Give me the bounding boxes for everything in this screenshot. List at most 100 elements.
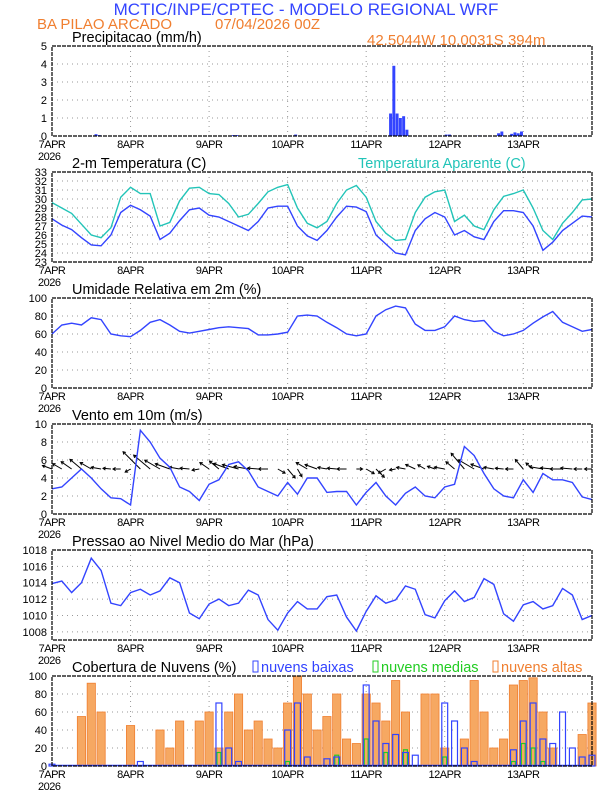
wind-arrow (396, 466, 406, 470)
panel-rh: Umidade Relativa em 2m (%) 0 20 40 60 80 100 7A… (29, 282, 593, 415)
y-tick-label: 1008 (23, 627, 47, 639)
wind-arrowhead (573, 467, 577, 471)
cloud-bar-high (489, 747, 499, 767)
wind-arrow (122, 451, 141, 470)
wind-arrowhead (450, 452, 455, 457)
x-tick-label: 10APR (271, 643, 304, 655)
cloud-bar-high (420, 693, 430, 767)
wind-arrowhead (246, 466, 251, 471)
wind-arrowhead (191, 467, 196, 472)
x-tick-label: 11APR (350, 139, 382, 151)
x-tick-label: 12APR (429, 391, 462, 403)
station-location: 42.5044W 10.0031S 394m (367, 32, 545, 49)
y-tick-label: 0 (41, 131, 47, 143)
wind-arrow (52, 463, 63, 470)
cloud-bar-low (451, 720, 459, 767)
legend-apparent-temperature: Temperatura Aparente (C) (358, 156, 526, 172)
y-tick-label: 33 (35, 167, 47, 179)
wind-arrowhead (122, 451, 127, 455)
wind-arrowhead (539, 466, 544, 471)
x-tick-label: 13APR (507, 265, 540, 277)
panel-pres: Pressao ao Nivel Medio do Mar (hPa) 1008 1… (23, 534, 593, 667)
wind-arrowhead (377, 470, 382, 474)
x-tick-label: 9APR (196, 391, 223, 403)
panel-title: Vento em 10m (m/s) (72, 408, 203, 424)
y-tick-label: 28 (35, 212, 47, 224)
wind-arrow (304, 464, 318, 470)
x-tick-label: 13APR (507, 391, 540, 403)
legend-swatch-icon (372, 660, 379, 673)
y-tick-label: 4 (41, 473, 47, 485)
wind-arrow (327, 467, 337, 470)
cloud-bar-high (126, 725, 136, 767)
cloud-bar-high (175, 720, 185, 767)
x-tick-label: 7APR (39, 517, 66, 529)
x-tick-label: 11APR (350, 265, 382, 277)
panel-temp: 2-m Temperatura (C) 232425262728293031323… (35, 156, 593, 289)
wind-arrow (247, 467, 259, 470)
wind-arrowhead (304, 463, 309, 468)
cloud-bar-low (568, 747, 576, 767)
y-tick-label: 31 (35, 185, 47, 197)
x-year-label: 2026 (38, 529, 61, 541)
wind-arrowhead (326, 466, 331, 471)
y-tick-label: 26 (35, 230, 47, 242)
cloud-bar-low (558, 711, 567, 767)
wind-arrowhead (359, 467, 364, 471)
y-tick-label: 40 (35, 347, 47, 359)
panel-wind: Vento em 10m (m/s) 0 2 4 6 8 10 7APR 8APR 9APR 10A… (35, 408, 593, 541)
y-tick-label: 24 (35, 248, 47, 260)
wind-arrow (60, 461, 72, 470)
x-tick-label: 7APR (39, 265, 66, 277)
y-tick-label: 1 (41, 113, 47, 125)
legend-swatch-icon (252, 660, 259, 673)
cloud-bar-high (194, 720, 204, 767)
wind-arrow (434, 466, 445, 470)
wind-arrowhead (124, 469, 129, 473)
x-tick-label: 10APR (271, 517, 304, 529)
x-tick-label: 8APR (117, 769, 144, 781)
y-tick-label: 1018 (23, 545, 47, 557)
wind-arrow (365, 468, 375, 475)
wind-arrow (378, 468, 387, 474)
wind-arrowhead (316, 465, 321, 470)
y-tick-label: 4 (41, 59, 47, 71)
x-tick-label: 9APR (196, 643, 223, 655)
wind-arrow (90, 466, 102, 470)
precip-bar (497, 133, 501, 136)
precip-bar (398, 118, 402, 136)
cloud-bar-high (96, 711, 106, 767)
wind-arrowhead (208, 460, 213, 465)
x-tick-label: 12APR (429, 517, 462, 529)
wind-arrowhead (528, 465, 533, 469)
wind-arrow (42, 465, 53, 470)
precip-bar (513, 132, 517, 136)
cloud-bar-high (253, 720, 263, 767)
x-tick-label: 11APR (350, 643, 382, 655)
wind-arrow (495, 467, 504, 470)
y-tick-label: 6 (41, 455, 47, 467)
wind-arrowhead (514, 458, 519, 463)
cloud-bar-high (479, 711, 489, 767)
precip-bar (392, 65, 396, 136)
wind-arrowhead (395, 465, 400, 470)
wind-arrowhead (199, 461, 203, 466)
cloud-bar-high (263, 738, 273, 767)
series-rh (51, 305, 593, 338)
wind-arrowhead (583, 467, 588, 471)
cloud-bar-high (243, 729, 253, 767)
wind-arrowhead (132, 454, 137, 459)
wind-arrowhead (257, 467, 262, 471)
legend-swatch-icon (492, 660, 499, 673)
y-tick-label: 100 (29, 293, 47, 305)
y-tick-label: 23 (35, 257, 47, 269)
panel-title: Cobertura de Nuvens (%) (72, 660, 236, 676)
wind-arrowhead (388, 467, 393, 472)
x-tick-label: 9APR (196, 265, 223, 277)
wind-arrowhead (51, 463, 56, 467)
y-tick-label: 20 (35, 365, 47, 377)
x-tick-label: 11APR (350, 517, 382, 529)
wind-arrow (450, 452, 465, 470)
panel-cloud: Cobertura de Nuvens (%) 0 20 40 60 80 100 7APR 8… (29, 660, 597, 792)
wind-arrowhead (221, 463, 226, 468)
